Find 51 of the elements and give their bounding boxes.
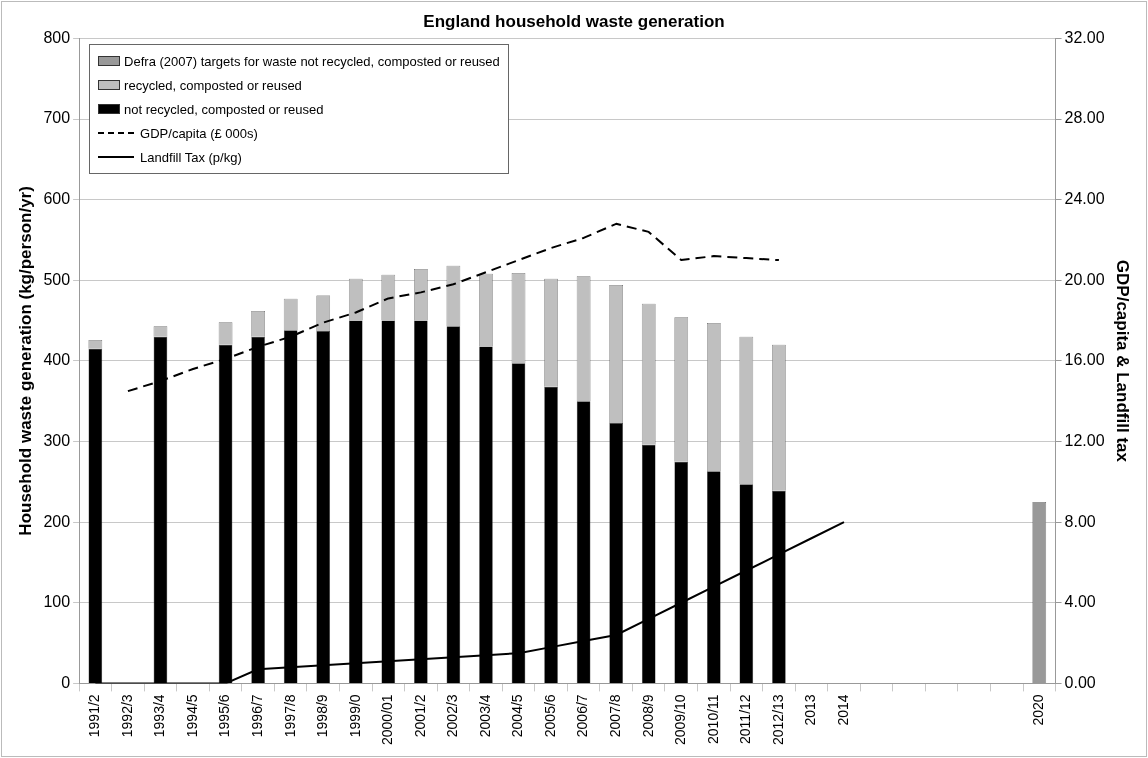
x-tick-label: 2011/12 [737, 694, 754, 744]
legend-label: Defra (2007) targets for waste not recycled, composted or reused [124, 53, 500, 69]
x-tick-label: 2000/01 [379, 694, 396, 745]
y-tick-label: 300 [43, 431, 71, 449]
y-tick-label: 0 [61, 673, 71, 691]
y-tick-label: 200 [43, 512, 71, 530]
y-tick-label: 100 [43, 593, 71, 611]
legend-label: not recycled, composted or reused [124, 101, 324, 117]
y2-tick-label: 28.00 [1064, 109, 1105, 127]
y2-tick-label: 20.00 [1064, 270, 1105, 288]
x-tick-label: 1994/5 [183, 694, 200, 738]
x-tick-label: 2001/2 [411, 694, 428, 738]
x-tick-label: 2003/4 [476, 694, 493, 738]
x-tick-label: 2005/6 [541, 694, 558, 738]
x-tick-label: 1993/4 [151, 694, 168, 738]
chart-title: England household waste generation [423, 11, 725, 31]
y-tick-label: 500 [43, 270, 71, 288]
x-tick-label: 2006/7 [574, 694, 591, 738]
x-tick-label: 1996/7 [248, 694, 265, 738]
y2-tick-label: 24.00 [1064, 190, 1105, 208]
y-axis-title: Household waste generation (kg/person/yr) [15, 186, 35, 536]
x-tick-label: 2007/8 [607, 694, 624, 738]
legend-label: GDP/capita (£ 000s) [140, 125, 258, 141]
x-tick-label: 1999/0 [346, 694, 363, 738]
y2-axis-title: GDP/capita & Landfill tax [1113, 259, 1133, 463]
y2-tick-label: 12.00 [1064, 431, 1105, 449]
x-tick-label: 2010/11 [704, 694, 721, 744]
x-tick-label: 2009/10 [672, 694, 689, 745]
x-tick-label: 2004/5 [509, 694, 526, 738]
x-tick-label: 2002/3 [444, 694, 461, 738]
x-tick-label: 1998/9 [314, 694, 331, 738]
legend-label: recycled, composted or reused [124, 77, 302, 93]
y2-tick-label: 32.00 [1064, 28, 1105, 46]
y2-tick-label: 0.00 [1064, 673, 1096, 691]
x-tick-label: 2013 [802, 694, 819, 726]
x-tick-label: 1997/8 [281, 694, 298, 738]
x-tick-label: 1992/3 [118, 694, 135, 738]
y-tick-label: 400 [43, 351, 71, 369]
y2-tick-label: 16.00 [1064, 351, 1105, 369]
y-tick-label: 800 [43, 28, 71, 46]
x-tick-label: 1991/2 [86, 694, 103, 738]
x-tick-label: 1995/6 [216, 694, 233, 738]
x-tick-label: 2020 [1030, 694, 1047, 726]
x-tick-label: 2014 [834, 694, 851, 726]
x-tick-label: 2012/13 [769, 694, 786, 745]
y2-tick-label: 4.00 [1064, 593, 1096, 611]
legend-label: Landfill Tax (p/kg) [140, 149, 242, 165]
x-tick-label: 2008/9 [639, 694, 656, 738]
y2-tick-label: 8.00 [1064, 512, 1096, 530]
y-tick-label: 700 [43, 109, 71, 127]
y-tick-label: 600 [43, 190, 71, 208]
